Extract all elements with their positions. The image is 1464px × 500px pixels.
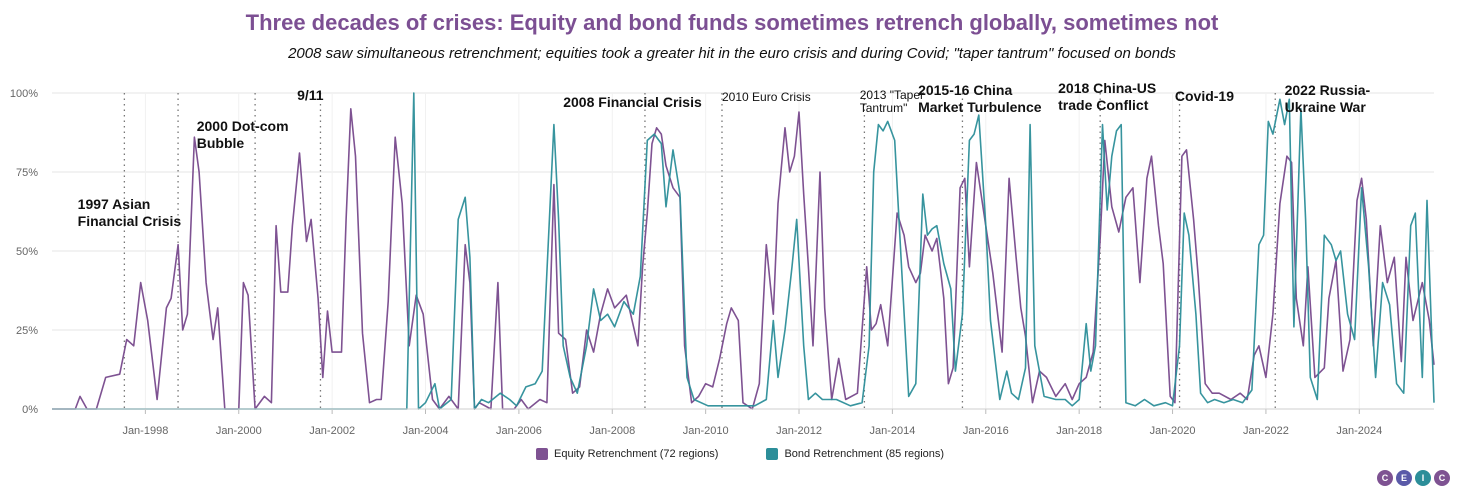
x-tick-label: Jan-2018 (1056, 425, 1102, 437)
event-label-line: 2008 Financial Crisis (563, 94, 702, 110)
event-label-line: 2015-16 China (918, 82, 1012, 98)
event-label: 2018 China-US trade Conflict (1058, 80, 1156, 113)
event-label: 2013 "Taper Tantrum" (860, 88, 924, 115)
y-tick-label: 25% (16, 325, 38, 337)
equity-series-line (52, 108, 1435, 410)
event-label-line: trade Conflict (1058, 97, 1149, 113)
x-tick-label: Jan-2016 (963, 425, 1009, 437)
bond-series-line (52, 92, 1435, 410)
event-label-line: Bubble (197, 135, 245, 151)
chart-subtitle: 2008 saw simultaneous retrenchment; equi… (288, 45, 1176, 62)
legend: Equity Retrenchment (72 regions) Bond Re… (536, 448, 944, 460)
event-label-line: 2000 Dot-com (197, 118, 289, 134)
y-tick-label: 100% (10, 88, 38, 100)
x-tick-label: Jan-2024 (1336, 425, 1382, 437)
logo-letter: I (1415, 470, 1431, 486)
logo-letter: C (1434, 470, 1450, 486)
x-tick-label: Jan-2006 (496, 425, 542, 437)
event-label-line: 2010 Euro Crisis (722, 90, 811, 104)
event-label-line: Financial Crisis (78, 213, 182, 229)
y-tick-label: 50% (16, 246, 38, 258)
series-lines (52, 92, 1435, 410)
x-tick-label: Jan-2012 (776, 425, 822, 437)
event-label: 9/11 (297, 87, 324, 103)
axes: 0% 25% 50% 75% 100% Jan-1998 Jan-2000 Jan-2002 J… (10, 88, 1434, 437)
logo-letter: C (1377, 470, 1393, 486)
event-label: 1997 Asian Financial Crisis (78, 196, 182, 229)
chart-title: Three decades of crises: Equity and bond… (245, 10, 1219, 35)
legend-item-equity[interactable]: Equity Retrenchment (72 regions) (536, 448, 718, 460)
x-tick-label: Jan-2020 (1150, 425, 1196, 437)
logo-letter: E (1396, 470, 1412, 486)
crisis-labels: 1997 Asian Financial Crisis 2000 Dot-com Bu… (78, 80, 1371, 229)
event-label: 2008 Financial Crisis (563, 94, 702, 110)
event-label-line: 2013 "Taper (860, 88, 924, 102)
bond-swatch (766, 448, 779, 460)
event-label-line: 9/11 (297, 87, 324, 103)
x-tick-label: Jan-2008 (589, 425, 635, 437)
event-label-line: 1997 Asian (78, 196, 151, 212)
x-tick-label: Jan-2004 (403, 425, 449, 437)
legend-label-equity: Equity Retrenchment (72 regions) (554, 448, 719, 460)
x-tick-label: Jan-2002 (309, 425, 355, 437)
event-label: Covid-19 (1175, 88, 1234, 104)
event-label: 2015-16 China Market Turbulence (918, 82, 1042, 115)
y-tick-label: 75% (16, 167, 38, 179)
legend-label-bond: Bond Retrenchment (85 regions) (784, 448, 945, 460)
legend-item-bond[interactable]: Bond Retrenchment (85 regions) (766, 448, 944, 460)
event-label-line: Tantrum" (860, 101, 908, 115)
event-label-line: Ukraine War (1285, 99, 1367, 115)
event-label: 2000 Dot-com Bubble (197, 118, 289, 151)
event-label-line: 2022 Russia- (1285, 82, 1371, 98)
x-tick-label: Jan-2022 (1243, 425, 1289, 437)
x-tick-label: Jan-1998 (122, 425, 168, 437)
event-label: 2022 Russia-Ukraine War (1285, 82, 1371, 115)
event-label-line: Covid-19 (1175, 88, 1234, 104)
x-tick-label: Jan-2014 (869, 425, 915, 437)
y-tick-label: 0% (22, 404, 38, 416)
event-label: 2010 Euro Crisis (722, 90, 811, 104)
event-label-line: 2018 China-US (1058, 80, 1156, 96)
x-tick-label: Jan-2010 (683, 425, 729, 437)
x-tick-label: Jan-2000 (216, 425, 262, 437)
event-label-line: Market Turbulence (918, 99, 1042, 115)
equity-swatch (536, 448, 548, 460)
gridlines (52, 92, 1434, 410)
